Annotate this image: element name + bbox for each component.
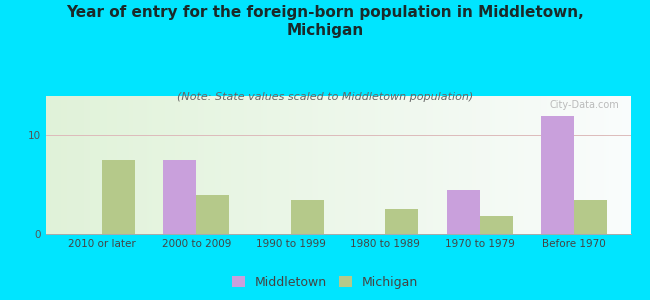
Text: Year of entry for the foreign-born population in Middletown,
Michigan: Year of entry for the foreign-born popul… xyxy=(66,4,584,38)
Text: City-Data.com: City-Data.com xyxy=(549,100,619,110)
Legend: Middletown, Michigan: Middletown, Michigan xyxy=(227,271,423,294)
Bar xyxy=(102,160,135,234)
Bar xyxy=(574,200,607,234)
Bar xyxy=(447,190,480,234)
Bar xyxy=(291,200,324,234)
Bar xyxy=(541,116,574,234)
Bar xyxy=(480,216,513,234)
Bar xyxy=(196,195,229,234)
Bar xyxy=(163,160,196,234)
Text: (Note: State values scaled to Middletown population): (Note: State values scaled to Middletown… xyxy=(177,92,473,101)
Bar xyxy=(385,209,418,234)
